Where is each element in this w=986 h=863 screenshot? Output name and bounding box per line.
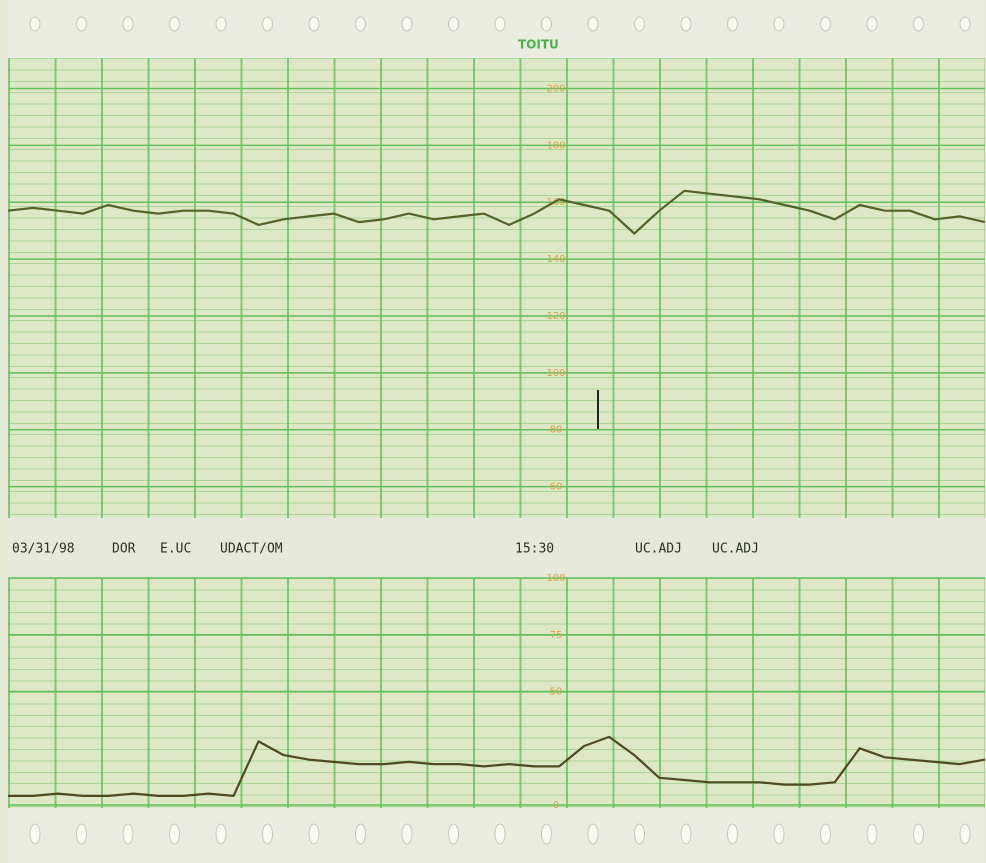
y-tick-label: 80	[550, 425, 563, 436]
y-tick-label: 140	[546, 254, 565, 265]
trace	[8, 191, 985, 234]
sprocket-hole	[681, 824, 691, 844]
sprocket-hole	[960, 824, 970, 844]
strip-text: DOR	[112, 542, 136, 557]
sprocket-hole	[449, 824, 459, 844]
sprocket-hole	[77, 824, 87, 844]
sprocket-hole	[821, 17, 831, 31]
sprocket-hole	[821, 824, 831, 844]
sprocket-hole	[542, 824, 552, 844]
strip-text: UC.ADJ	[712, 542, 759, 557]
sprocket-hole	[356, 824, 366, 844]
sprocket-hole	[449, 17, 459, 31]
sprocket-hole	[495, 17, 505, 31]
y-tick-label: 100	[546, 368, 565, 379]
chart: TOITU 03/31/98 DOR E.UC UDACT/OM 15:30 U…	[0, 0, 986, 863]
sprocket-hole	[263, 824, 273, 844]
sprocket-hole	[542, 17, 552, 31]
sprocket-hole	[728, 824, 738, 844]
y-tick-label: 75	[550, 630, 563, 641]
strip-text: 15:30	[515, 542, 554, 557]
trace	[8, 737, 985, 796]
sprocket-hole	[960, 17, 970, 31]
y-tick-label: 60	[550, 482, 563, 493]
sprocket-hole	[774, 17, 784, 31]
y-tick-label: 0	[553, 800, 559, 811]
sprocket-hole	[30, 17, 40, 31]
y-tick-label: 100	[546, 573, 565, 584]
sprocket-hole	[216, 824, 226, 844]
sprocket-hole	[774, 824, 784, 844]
sprocket-hole	[867, 824, 877, 844]
sprocket-hole	[263, 17, 273, 31]
strip-text: E.UC	[160, 542, 191, 557]
sprocket-hole	[914, 824, 924, 844]
sprocket-hole	[495, 824, 505, 844]
sprocket-hole	[402, 824, 412, 844]
ctg-strip: TOITU 03/31/98 DOR E.UC UDACT/OM 15:30 U…	[0, 0, 986, 863]
sprocket-hole	[588, 824, 598, 844]
sprocket-hole	[588, 17, 598, 31]
strip-text: UC.ADJ	[635, 542, 682, 557]
y-tick-label: 50	[550, 687, 563, 698]
sprocket-hole	[123, 17, 133, 31]
sprocket-hole	[402, 17, 412, 31]
sprocket-hole	[635, 17, 645, 31]
brand: TOITU	[518, 38, 559, 52]
y-tick-label: 160	[546, 197, 565, 208]
y-tick-label: 120	[546, 311, 565, 322]
sprocket-hole	[309, 824, 319, 844]
sprocket-hole	[77, 17, 87, 31]
y-tick-label: 200	[546, 83, 565, 94]
sprocket-hole	[309, 17, 319, 31]
y-tick-label: 180	[546, 140, 565, 151]
sprocket-hole	[30, 824, 40, 844]
strip-text: 03/31/98	[12, 542, 75, 557]
strip-text: UDACT/OM	[220, 542, 283, 557]
sprocket-hole	[216, 17, 226, 31]
sprocket-hole	[728, 17, 738, 31]
sprocket-hole	[123, 824, 133, 844]
sprocket-hole	[635, 824, 645, 844]
sprocket-hole	[170, 824, 180, 844]
sprocket-hole	[681, 17, 691, 31]
sprocket-hole	[170, 17, 180, 31]
sprocket-hole	[356, 17, 366, 31]
sprocket-hole	[867, 17, 877, 31]
sprocket-hole	[914, 17, 924, 31]
